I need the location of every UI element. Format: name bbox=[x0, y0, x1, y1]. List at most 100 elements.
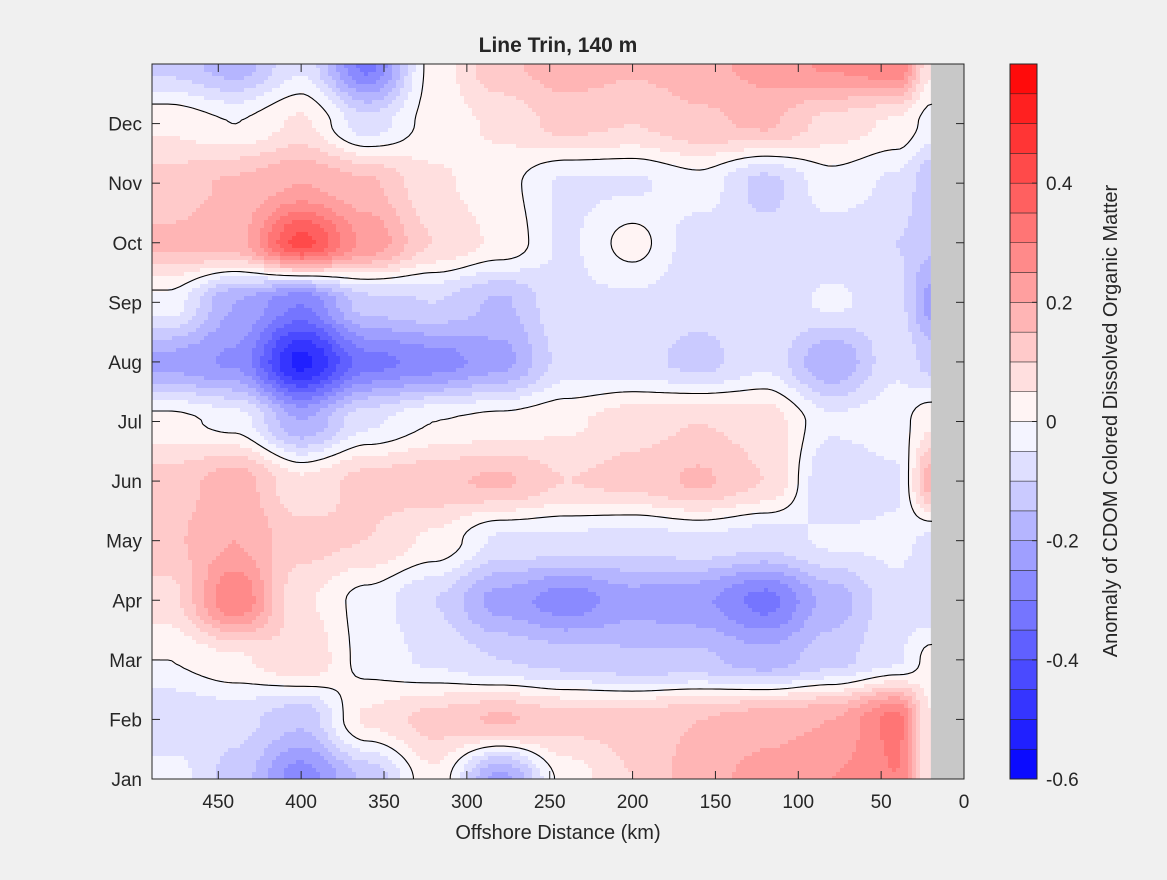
heatmap-cell bbox=[284, 72, 289, 77]
heatmap-cell bbox=[792, 116, 797, 121]
heatmap-cell bbox=[560, 84, 565, 89]
heatmap-cell bbox=[664, 136, 669, 141]
heatmap-cell bbox=[460, 140, 465, 145]
heatmap-cell bbox=[692, 124, 697, 129]
heatmap-cell bbox=[192, 144, 197, 149]
heatmap-cell bbox=[288, 88, 293, 93]
heatmap-cell bbox=[224, 84, 229, 89]
heatmap-cell bbox=[796, 112, 801, 117]
heatmap-cell bbox=[460, 80, 465, 85]
heatmap-cell bbox=[496, 140, 501, 145]
heatmap-cell bbox=[552, 96, 557, 101]
heatmap-cell bbox=[332, 160, 337, 165]
heatmap-cell bbox=[916, 100, 921, 105]
heatmap-cell bbox=[200, 84, 205, 89]
heatmap-cell bbox=[864, 100, 869, 105]
heatmap-cell bbox=[840, 100, 845, 105]
heatmap-cell bbox=[900, 124, 905, 129]
heatmap-cell bbox=[624, 108, 629, 113]
heatmap-cell bbox=[812, 76, 817, 81]
heatmap-cell bbox=[820, 152, 825, 157]
heatmap-cell bbox=[840, 156, 845, 161]
heatmap-cell bbox=[616, 80, 621, 85]
heatmap-cell bbox=[672, 108, 677, 113]
heatmap-cell bbox=[676, 120, 681, 125]
heatmap-cell bbox=[472, 96, 477, 101]
heatmap-cell bbox=[316, 84, 321, 89]
heatmap-cell bbox=[308, 160, 313, 165]
heatmap-cell bbox=[804, 108, 809, 113]
heatmap-cell bbox=[216, 100, 221, 105]
heatmap-cell bbox=[468, 132, 473, 137]
heatmap-cell bbox=[716, 160, 721, 165]
heatmap-cell bbox=[328, 148, 333, 153]
heatmap-cell bbox=[384, 104, 389, 109]
heatmap-cell bbox=[704, 136, 709, 141]
heatmap-cell bbox=[668, 104, 673, 109]
heatmap-cell bbox=[516, 108, 521, 113]
heatmap-cell bbox=[680, 108, 685, 113]
heatmap-cell bbox=[748, 112, 753, 117]
heatmap-cell bbox=[368, 128, 373, 133]
heatmap-cell bbox=[868, 156, 873, 161]
heatmap-cell bbox=[408, 116, 413, 121]
heatmap-cell bbox=[264, 140, 269, 145]
heatmap-cell bbox=[212, 72, 217, 77]
heatmap-cell bbox=[748, 104, 753, 109]
heatmap-cell bbox=[560, 76, 565, 81]
heatmap-cell bbox=[248, 132, 253, 137]
heatmap-cell bbox=[192, 72, 197, 77]
heatmap-cell bbox=[764, 72, 769, 77]
heatmap-cell bbox=[616, 100, 621, 105]
heatmap-cell bbox=[484, 152, 489, 157]
heatmap-cell bbox=[872, 88, 877, 93]
heatmap-cell bbox=[380, 84, 385, 89]
heatmap-cell bbox=[736, 88, 741, 93]
heatmap-cell bbox=[484, 148, 489, 153]
heatmap-cell bbox=[352, 92, 357, 97]
heatmap-cell bbox=[336, 128, 341, 133]
heatmap-cell bbox=[820, 136, 825, 141]
heatmap-cell bbox=[424, 116, 429, 121]
heatmap-cell bbox=[176, 116, 181, 121]
heatmap-cell bbox=[564, 112, 569, 117]
heatmap-cell bbox=[264, 160, 269, 165]
heatmap-cell bbox=[832, 96, 837, 101]
heatmap-cell bbox=[232, 148, 237, 153]
heatmap-cell bbox=[464, 152, 469, 157]
heatmap-cell bbox=[728, 80, 733, 85]
heatmap-cell bbox=[720, 88, 725, 93]
heatmap-cell bbox=[356, 120, 361, 125]
heatmap-cell bbox=[168, 124, 173, 129]
heatmap-cell bbox=[720, 148, 725, 153]
heatmap-cell bbox=[184, 156, 189, 161]
heatmap-cell bbox=[680, 68, 685, 73]
heatmap-cell bbox=[696, 116, 701, 121]
heatmap-cell bbox=[732, 124, 737, 129]
heatmap-cell bbox=[152, 96, 157, 101]
heatmap-cell bbox=[604, 84, 609, 89]
heatmap-cell bbox=[864, 128, 869, 133]
heatmap-cell bbox=[672, 64, 677, 69]
heatmap-cell bbox=[324, 152, 329, 157]
heatmap-cell bbox=[736, 80, 741, 85]
heatmap-cell bbox=[540, 148, 545, 153]
heatmap-cell bbox=[868, 116, 873, 121]
heatmap-cell bbox=[596, 88, 601, 93]
heatmap-cell bbox=[556, 136, 561, 141]
heatmap-cell bbox=[784, 148, 789, 153]
heatmap-cell bbox=[292, 112, 297, 117]
heatmap-cell bbox=[448, 92, 453, 97]
heatmap-cell bbox=[460, 108, 465, 113]
heatmap-cell bbox=[652, 76, 657, 81]
heatmap-cell bbox=[568, 152, 573, 157]
heatmap-cell bbox=[456, 132, 461, 137]
heatmap-cell bbox=[900, 108, 905, 113]
heatmap-cell bbox=[292, 140, 297, 145]
heatmap-cell bbox=[196, 88, 201, 93]
heatmap-cell bbox=[712, 144, 717, 149]
heatmap-cell bbox=[564, 124, 569, 129]
heatmap-cell bbox=[456, 84, 461, 89]
heatmap-cell bbox=[816, 108, 821, 113]
heatmap-cell bbox=[776, 140, 781, 145]
